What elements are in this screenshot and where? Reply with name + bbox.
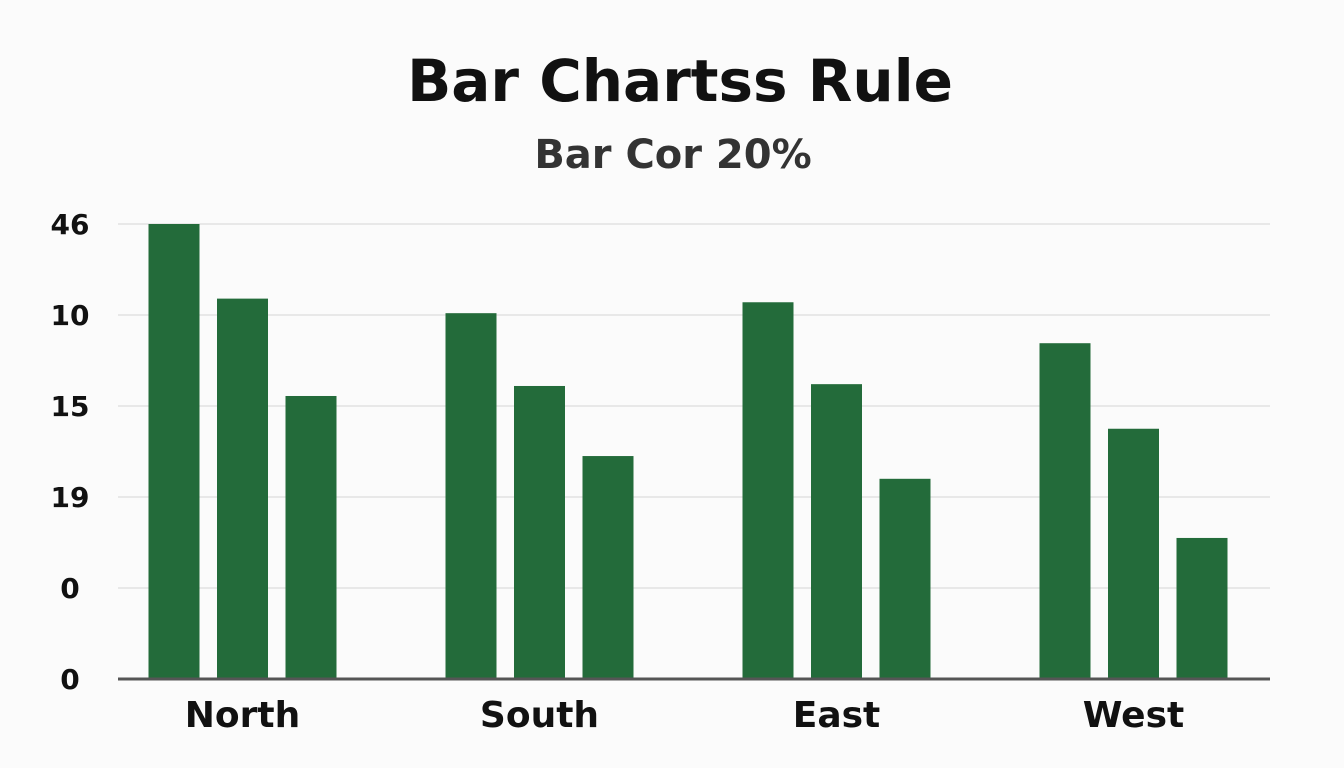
bar <box>1176 537 1228 679</box>
bar <box>148 224 200 679</box>
bar <box>742 302 794 679</box>
x-tick-label: West <box>1083 695 1184 736</box>
y-tick-label: 0 <box>60 572 79 605</box>
bar <box>879 478 931 679</box>
bar <box>1108 428 1159 679</box>
x-tick-label: North <box>185 695 300 736</box>
y-tick-label: 0 <box>60 663 79 696</box>
y-tick-label: 46 <box>51 208 90 241</box>
bar <box>445 313 497 679</box>
y-tick-label: 19 <box>51 481 90 514</box>
chart-subtitle: Bar Cor 20% <box>534 132 811 178</box>
y-tick-label: 15 <box>51 390 90 423</box>
bar <box>217 298 268 679</box>
bar <box>285 395 337 679</box>
chart-title: Bar Chartss Rule <box>407 47 953 115</box>
x-tick-label: East <box>793 695 881 736</box>
bar <box>811 384 862 679</box>
bar <box>514 385 565 679</box>
x-tick-label: South <box>480 695 599 736</box>
bar <box>582 456 634 679</box>
y-tick-label: 10 <box>51 299 90 332</box>
bar <box>1039 343 1091 679</box>
